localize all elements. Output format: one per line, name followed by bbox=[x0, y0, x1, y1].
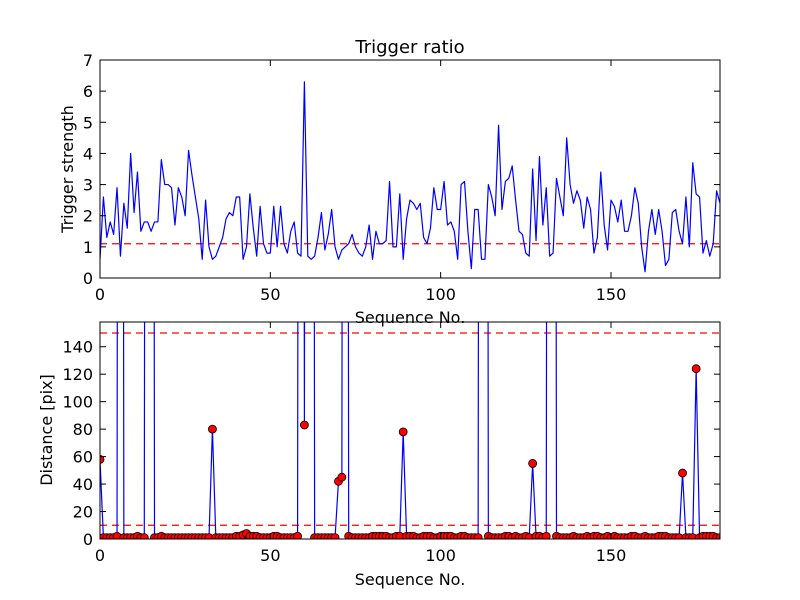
distance-data-point bbox=[723, 425, 731, 433]
distance-series-line bbox=[100, 322, 720, 539]
distance-y-tick-label: 100 bbox=[62, 393, 93, 412]
distance-x-tick-label: 150 bbox=[596, 546, 627, 565]
trigger-plot-area bbox=[100, 81, 720, 273]
trigger-y-tick-label: 3 bbox=[83, 176, 93, 195]
distance-data-point bbox=[330, 533, 340, 539]
trigger-x-tick-label: 150 bbox=[596, 285, 627, 304]
distance-data-point bbox=[715, 533, 720, 539]
distance-data-point bbox=[528, 459, 538, 468]
trigger-axis-ticks: 0 50 100 150 0 1 2 3 4 5 6 7 bbox=[83, 51, 720, 304]
trigger-y-tick-label: 0 bbox=[83, 269, 93, 288]
distance-clipped-content bbox=[100, 322, 734, 542]
trigger-series-line bbox=[100, 81, 720, 273]
distance-data-point bbox=[337, 472, 347, 482]
trigger-y-axis-label: Trigger strength bbox=[58, 105, 77, 234]
distance-axes-frame bbox=[99, 321, 721, 540]
trigger-y-tick-label: 1 bbox=[83, 238, 93, 257]
trigger-x-tick-label: 50 bbox=[260, 285, 280, 304]
distance-y-tick-label: 140 bbox=[62, 338, 93, 357]
distance-data-point bbox=[208, 424, 217, 434]
distance-data-point bbox=[691, 364, 701, 374]
distance-y-tick-label: 40 bbox=[73, 475, 93, 494]
distance-data-point bbox=[299, 420, 309, 430]
distance-data-point bbox=[719, 534, 720, 539]
distance-data-point bbox=[541, 531, 551, 539]
distance-x-tick-label: 0 bbox=[95, 546, 105, 565]
distance-y-tick-label: 80 bbox=[73, 420, 93, 439]
trigger-x-axis-label: Sequence No. bbox=[355, 308, 466, 327]
distance-y-tick-label: 120 bbox=[62, 365, 93, 384]
distance-data-point bbox=[139, 533, 149, 539]
trigger-y-tick-label: 2 bbox=[83, 207, 93, 226]
distance-y-tick-label: 0 bbox=[83, 530, 93, 549]
distance-data-point bbox=[678, 468, 687, 478]
distance-data-point bbox=[473, 533, 483, 539]
distance-y-tick-label: 20 bbox=[73, 503, 93, 522]
trigger-y-tick-label: 4 bbox=[83, 144, 93, 163]
distance-axis-ticks: 0 50 100 150 0 20 40 60 80 100 120 140 bbox=[62, 322, 720, 565]
trigger-x-tick-label: 100 bbox=[425, 285, 456, 304]
distance-x-tick-label: 100 bbox=[425, 546, 456, 565]
distance-x-tick-label: 50 bbox=[260, 546, 280, 565]
trigger-y-tick-label: 5 bbox=[83, 113, 93, 132]
trigger-axes-frame bbox=[99, 59, 721, 279]
trigger-ratio-panel: Trigger ratio 0 50 100 150 0 1 2 3 4 5 6 7 Sequence… bbox=[58, 37, 721, 327]
distance-plot-area bbox=[100, 322, 734, 542]
distance-x-axis-label: Sequence No. bbox=[355, 570, 466, 589]
distance-panel: 0 50 100 150 0 20 40 60 80 100 120 140 Sequence No.… bbox=[37, 321, 734, 589]
trigger-x-tick-label: 0 bbox=[95, 285, 105, 304]
distance-y-axis-label: Distance [pix] bbox=[37, 374, 56, 486]
distance-data-point bbox=[100, 454, 105, 464]
distance-data-point bbox=[293, 531, 302, 539]
trigger-clipped-content bbox=[100, 81, 720, 273]
trigger-y-tick-label: 6 bbox=[83, 82, 93, 101]
trigger-y-tick-label: 7 bbox=[83, 51, 93, 70]
distance-data-point bbox=[726, 534, 734, 542]
distance-data-point bbox=[398, 427, 408, 437]
distance-y-tick-label: 60 bbox=[73, 448, 93, 467]
chart-title: Trigger ratio bbox=[354, 37, 464, 58]
